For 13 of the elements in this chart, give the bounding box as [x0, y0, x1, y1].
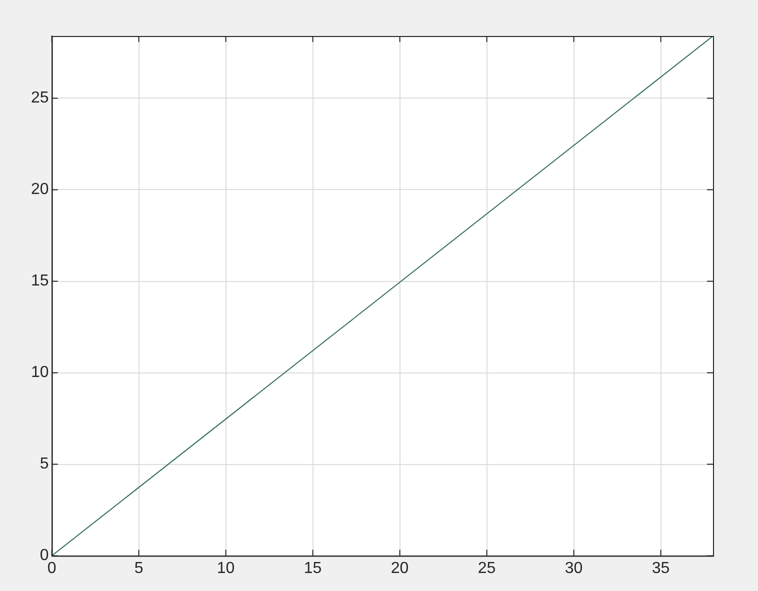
x-tick-label: 30 — [564, 560, 583, 577]
x-tick-label: 10 — [216, 560, 235, 577]
y-tick-label: 10 — [31, 364, 49, 382]
x-tick-label: 20 — [390, 560, 409, 577]
y-tick-label: 25 — [31, 90, 49, 107]
y-tick-label: 5 — [40, 456, 49, 473]
y-tick-label: 20 — [31, 181, 49, 198]
x-tick-label: 5 — [134, 560, 144, 577]
x-tick-label: 15 — [304, 560, 322, 577]
y-tick-label: 0 — [40, 547, 49, 564]
x-tick-label: 35 — [652, 560, 670, 577]
x-tick-label: 25 — [478, 560, 496, 577]
y-tick-label: 15 — [31, 272, 49, 290]
